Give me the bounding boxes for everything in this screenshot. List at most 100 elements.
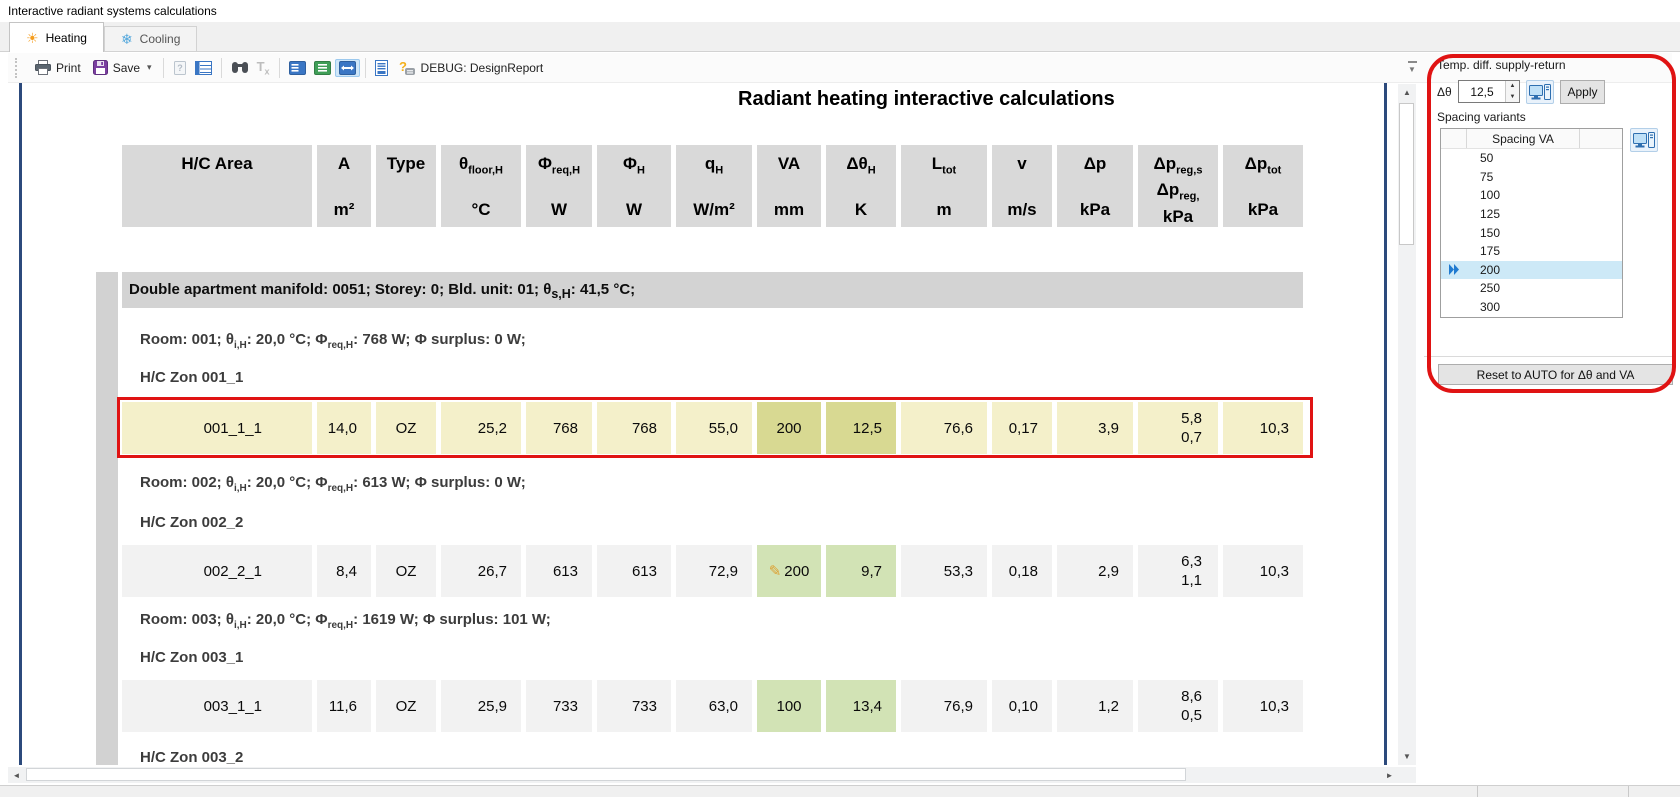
column-header-10: v m/s [992,145,1052,227]
spacing-value: 150 [1480,225,1501,240]
table-row[interactable]: 003_1_1 11,6 OZ 25,9 733 733 63,0 100 13,4 76,9 0,… [122,680,1303,732]
spinner-down-button[interactable]: ▼ [1506,91,1519,102]
column-unit: W [625,200,643,219]
cell-col-13: 10,3 [1223,545,1303,597]
toolbar: Print Save ▾ ? [8,53,1672,83]
cell-col-3: 26,7 [441,545,521,597]
tab-heating[interactable]: ☀ Heating [9,22,104,52]
room-heading: Room: 003; θi,H: 20,0 °C; Φreq,H: 1619 W… [140,611,551,631]
spacing-list-item[interactable]: 175 [1441,242,1622,261]
paste-button: ? [169,58,191,78]
table-row[interactable]: 002_2_1 8,4 OZ 26,7 613 613 72,9 ✎ 200 9,7 53,3 0,1… [122,545,1303,597]
spacing-list-item[interactable]: 200 [1441,260,1622,280]
spacing-list-item[interactable]: 150 [1441,223,1622,242]
scroll-right-button[interactable]: ► [1381,767,1398,783]
cell-col-8[interactable]: 9,7 [826,545,896,597]
horizontal-scrollbar-thumb[interactable] [26,768,1186,781]
zone-heading: H/C Zon 003_1 [140,649,244,666]
toolbar-separator [364,57,366,78]
tab-cooling[interactable]: ❄ Cooling [103,26,198,51]
arrow-down-icon: ▼ [1403,752,1411,761]
pencil-icon: ✎ [768,563,782,580]
column-header-8: ΔθH K [826,145,896,227]
column-unit: m² [333,200,355,219]
spinner-down-icon: ▼ [1509,93,1516,100]
cell-col-4: 733 [526,680,592,732]
cell-col-13: 10,3 [1223,402,1303,454]
scroll-up-button[interactable]: ▲ [1398,84,1416,101]
spacing-list-item[interactable]: 50 [1441,149,1622,168]
cell-col-5: 768 [597,402,671,454]
print-button[interactable]: Print [29,57,87,78]
column-unit: m/s [1007,200,1037,219]
column-unit: K [854,200,868,219]
cell-col-7[interactable]: ✎ 200 [757,545,821,597]
cell-col-1: 8,4 [317,545,371,597]
horizontal-scrollbar[interactable]: ◄ ► [8,767,1398,783]
cell-col-8[interactable]: 13,4 [826,680,896,732]
paste-icon: ? [173,60,186,75]
tab-cooling-label: Cooling [139,32,181,46]
spinner-up-button[interactable]: ▲ [1506,81,1519,92]
debug-label: DEBUG: DesignReport [420,60,544,75]
column-symbol: Type [386,154,426,173]
cell-col-13: 10,3 [1223,680,1303,732]
cell-col-8[interactable]: 12,5 [826,402,896,454]
spacing-variants-list[interactable]: Spacing VA 50 75 100 125 150 175 200 250 300 [1440,128,1623,318]
spacing-list-item[interactable]: 300 [1441,298,1622,317]
status-divider [1477,786,1478,797]
table-row[interactable]: 001_1_1 14,0 OZ 25,2 768 768 55,0 200 12,5 76,6 0,… [122,402,1303,454]
column-header-2: Type [376,145,436,227]
cell-col-9: 76,6 [901,402,987,454]
reset-auto-button[interactable]: Reset to AUTO for Δθ and VA [1438,364,1673,385]
column-symbol: Ltot [931,154,957,177]
column-header-3: θfloor,H °C [441,145,521,227]
status-divider [1628,786,1629,797]
table-button[interactable] [191,59,216,77]
recalculate-temp-button[interactable] [1526,80,1554,104]
delta-theta-spinner[interactable]: 12,5 ▲ ▼ [1458,80,1520,103]
spacing-list-item[interactable]: 250 [1441,279,1622,298]
cell-col-11: 2,9 [1057,545,1133,597]
column-unit: kPa [1162,206,1194,226]
cell-col-7[interactable]: 100 [757,680,821,732]
debug-designreport-button[interactable]: ? DEBUG: DesignReport [392,57,550,79]
toolbar-separator [278,57,280,78]
room-heading: Room: 001; θi,H: 20,0 °C; Φreq,H: 768 W;… [140,331,526,351]
view-page-width-button[interactable] [334,58,360,77]
save-dropdown-icon[interactable]: ▾ [147,62,152,72]
cell-col-7[interactable]: 200 [757,402,821,454]
vertical-scrollbar-thumb[interactable] [1399,103,1414,245]
save-button[interactable]: Save ▾ [87,57,158,78]
toolbar-overflow-icon[interactable]: ▼ [1406,61,1418,74]
spacing-list-item[interactable]: 75 [1441,168,1622,187]
spacing-list-item[interactable]: 100 [1441,186,1622,205]
apply-button[interactable]: Apply [1560,80,1605,104]
spacing-list-item[interactable]: 125 [1441,205,1622,224]
report-button[interactable] [371,58,392,78]
view-continuous-button[interactable] [310,59,335,77]
computer-icon [1633,131,1655,148]
cell-col-6: 55,0 [676,402,752,454]
arrow-right-icon: ► [1385,770,1394,780]
delta-theta-input[interactable]: 12,5 [1470,84,1494,99]
view-single-page-button[interactable] [285,59,310,77]
page-left-border [19,83,22,765]
scroll-left-button[interactable]: ◄ [8,767,25,783]
toolbar-grip[interactable] [15,57,21,78]
vertical-scrollbar[interactable]: ▲ ▼ [1398,84,1416,765]
text-format-icon: Tx [256,58,270,77]
cell-col-3: 25,9 [441,680,521,732]
column-symbol: qH [704,154,724,177]
column-unit: °C [471,200,491,219]
svg-text:?: ? [399,60,407,74]
cell-col-1: 11,6 [317,680,371,732]
cell-col-9: 53,3 [901,545,987,597]
column-unit: kPa [1079,200,1111,219]
svg-text:?: ? [177,63,183,73]
find-button[interactable] [227,59,253,76]
recalculate-spacing-button[interactable] [1630,128,1658,152]
scroll-down-button[interactable]: ▼ [1398,748,1416,765]
spacing-va-column-header: Spacing VA [1467,129,1580,148]
column-header-9: Ltot m [901,145,987,227]
